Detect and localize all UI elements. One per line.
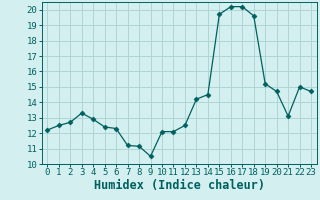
X-axis label: Humidex (Indice chaleur): Humidex (Indice chaleur) — [94, 179, 265, 192]
